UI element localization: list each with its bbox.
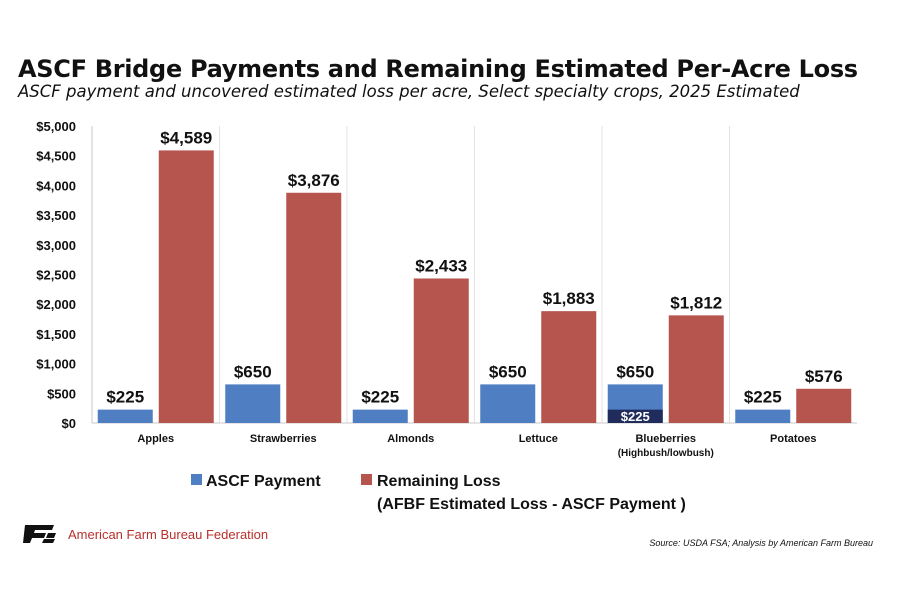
category-label: (Highbush/lowbush) xyxy=(618,448,714,459)
category-label: Blueberries xyxy=(635,433,696,445)
category-label: Almonds xyxy=(387,433,434,445)
chart-title: ASCF Bridge Payments and Remaining Estim… xyxy=(18,55,858,83)
y-tick-label: $3,000 xyxy=(36,238,76,253)
category-label: Apples xyxy=(137,433,174,445)
payment-bar xyxy=(97,409,153,423)
remaining-loss-value-label: $2,433 xyxy=(415,256,467,275)
remaining-loss-bar xyxy=(413,278,469,423)
source-note: Source: USDA FSA; Analysis by American F… xyxy=(649,538,873,548)
y-tick-label: $4,000 xyxy=(36,178,76,193)
remaining-loss-value-label: $4,589 xyxy=(160,128,212,147)
remaining-loss-bar xyxy=(541,311,597,423)
remaining-loss-value-label: $3,876 xyxy=(288,171,340,190)
payment-bar xyxy=(225,384,281,423)
remaining-loss-bar xyxy=(286,192,342,423)
y-tick-label: $4,500 xyxy=(36,149,76,164)
overlay-value-label: $225 xyxy=(621,409,650,424)
org-name: American Farm Bureau Federation xyxy=(68,526,269,542)
remaining-loss-value-label: $1,812 xyxy=(670,293,722,312)
y-tick-label: $5,000 xyxy=(36,119,76,134)
y-tick-label: $0 xyxy=(62,416,76,431)
payment-value-label: $225 xyxy=(106,388,144,407)
legend-label-payment: ASCF Payment xyxy=(206,473,321,490)
overlay-bar xyxy=(607,409,663,423)
payment-value-label: $225 xyxy=(361,388,399,407)
legend-label-remaining-loss-note: (AFBF Estimated Loss - ASCF Payment ) xyxy=(377,496,686,513)
remaining-loss-value-label: $576 xyxy=(805,367,843,386)
payment-value-label: $650 xyxy=(616,362,654,381)
payment-value-label: $650 xyxy=(234,362,272,381)
afbf-logo: American Farm Bureau Federation xyxy=(22,524,268,544)
legend-label-remaining-loss: Remaining Loss xyxy=(377,473,501,490)
remaining-loss-bar xyxy=(668,315,724,423)
legend-swatch-remaining-loss xyxy=(361,474,372,485)
payment-value-label: $650 xyxy=(489,362,527,381)
category-label: Potatoes xyxy=(770,433,816,445)
y-tick-label: $3,500 xyxy=(36,208,76,223)
afbf-logo-icon xyxy=(23,525,56,543)
payment-bar xyxy=(735,409,791,423)
payment-value-label: $225 xyxy=(744,388,782,407)
category-label: Strawberries xyxy=(250,433,317,445)
y-tick-label: $500 xyxy=(47,386,76,401)
y-tick-label: $1,000 xyxy=(36,357,76,372)
payment-bar xyxy=(480,384,536,423)
y-tick-label: $2,500 xyxy=(36,268,76,283)
category-label: Lettuce xyxy=(519,433,558,445)
legend-swatch-payment xyxy=(191,474,202,485)
payment-bar xyxy=(352,409,408,423)
chart-subtitle: ASCF payment and uncovered estimated los… xyxy=(18,82,800,101)
y-tick-label: $1,500 xyxy=(36,327,76,342)
remaining-loss-bar xyxy=(158,150,214,424)
y-tick-label: $2,000 xyxy=(36,297,76,312)
remaining-loss-bar xyxy=(796,388,852,423)
remaining-loss-value-label: $1,883 xyxy=(543,289,595,308)
